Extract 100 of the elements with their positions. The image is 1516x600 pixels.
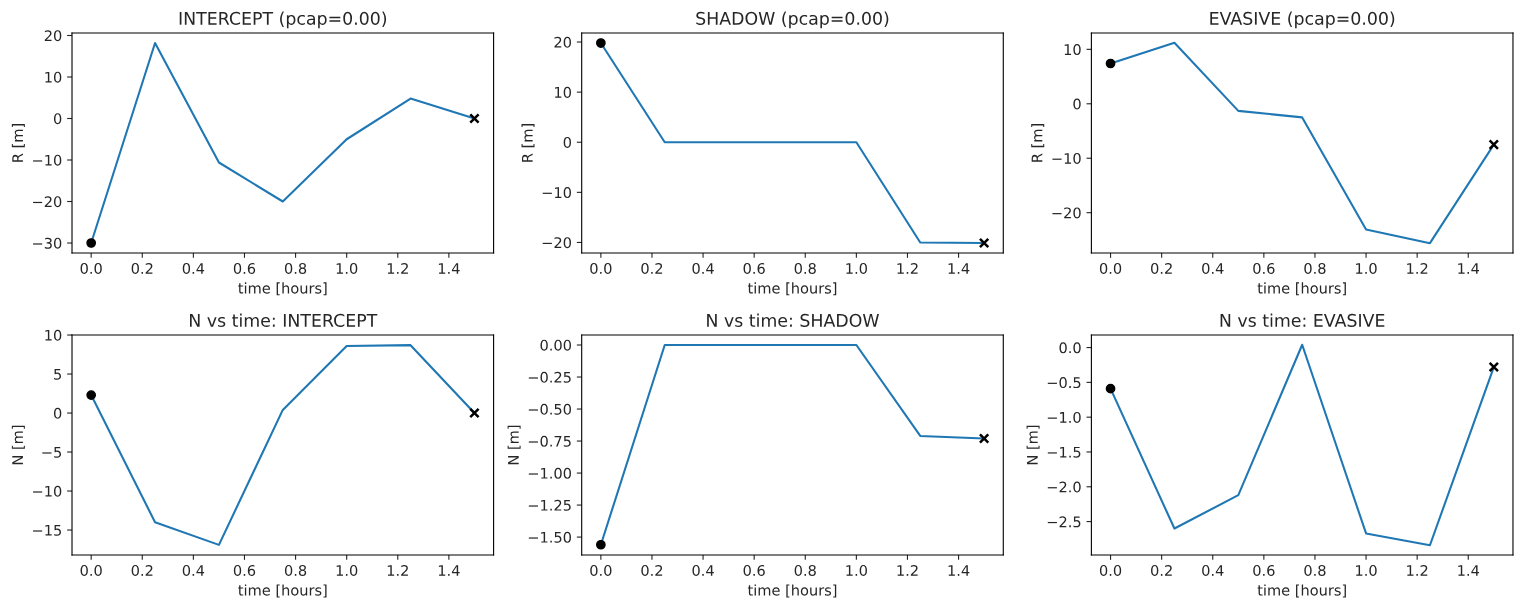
y-tick-label: −10 (1052, 152, 1081, 164)
y-tick-label: 0 (563, 136, 572, 148)
x-tick-label: 0.0 (590, 564, 612, 577)
x-tick-label: 1.2 (1407, 262, 1428, 274)
chart-title: N vs time: EVASIVE (1220, 313, 1385, 327)
x-tick-label: 0.4 (1202, 564, 1224, 577)
x-tick-label: 1.2 (1407, 564, 1428, 576)
x-tick-label: 0.6 (233, 262, 256, 274)
x-tick-label: 1.2 (897, 564, 918, 576)
x-axis-title: time [hours] (1257, 282, 1346, 296)
y-tick-label: −5 (42, 446, 62, 458)
x-axis-title: time [hours] (747, 282, 837, 296)
y-tick-label: −1.0 (1047, 411, 1081, 423)
y-tick-label: −15 (33, 524, 62, 536)
chart-title: N vs time: INTERCEPT (190, 313, 378, 327)
x-tick-label: 0.2 (1151, 262, 1172, 274)
x-tick-label: 0.2 (641, 564, 663, 577)
y-tick-label: −0.25 (528, 371, 571, 383)
y-tick-label: −20 (542, 237, 572, 249)
x-tick-label: 1.4 (948, 565, 970, 576)
x-tick-label: 0.6 (743, 564, 765, 577)
x-tick-label: 0.0 (80, 564, 102, 577)
x-tick-label: 0.4 (182, 262, 205, 274)
x-tick-label: 1.4 (438, 565, 460, 576)
x-tick-label: 1.4 (1458, 263, 1480, 274)
x-axis-title: time [hours] (238, 282, 327, 296)
y-tick-label: 10 (555, 86, 572, 98)
x-tick-label: 1.4 (948, 263, 970, 274)
x-tick-label: 0.2 (131, 564, 153, 577)
y-axis-title: N [m] (11, 425, 25, 465)
x-tick-label: 1.0 (336, 564, 358, 577)
y-tick-label: −0.50 (528, 403, 572, 415)
y-tick-label: −20 (33, 196, 62, 208)
chart-title: N vs time: SHADOW (707, 313, 879, 327)
x-tick-label: 0.2 (641, 262, 663, 274)
x-tick-label: 0.6 (1253, 564, 1275, 577)
y-tick-label: 0 (53, 113, 62, 125)
x-tick-label: 1.2 (897, 262, 918, 274)
x-tick-label: 1.0 (336, 262, 358, 274)
x-tick-label: 0.8 (284, 564, 307, 577)
y-tick-label: 10 (45, 329, 62, 341)
y-tick-label: −0.75 (528, 435, 571, 447)
x-tick-label: 1.2 (387, 564, 408, 576)
y-axis-title: R [m] (1031, 124, 1045, 162)
x-tick-label: 0.2 (131, 262, 153, 274)
y-tick-label: 20 (44, 30, 62, 42)
x-tick-label: 0.6 (1253, 262, 1275, 274)
x-tick-label: 0.2 (1151, 564, 1172, 577)
chart-title: EVASIVE (pcap=0.00) (1210, 11, 1395, 29)
chart-title: INTERCEPT (pcap=0.00) (179, 11, 387, 29)
x-tick-label: 0.4 (692, 262, 714, 274)
y-tick-label: −30 (33, 237, 62, 249)
y-tick-label: 0.00 (540, 339, 572, 351)
y-tick-label: −1.00 (528, 467, 572, 479)
x-tick-label: 0.0 (590, 262, 612, 274)
x-tick-label: 1.0 (1356, 262, 1377, 274)
x-axis-title: time [hours] (747, 584, 837, 598)
y-tick-label: −10 (542, 187, 572, 199)
x-tick-label: 0.4 (692, 564, 714, 577)
x-tick-label: 0.8 (1304, 564, 1326, 577)
y-tick-label: −0.5 (1047, 377, 1081, 389)
y-axis-title: R [m] (521, 124, 535, 162)
x-tick-label: 0.4 (1202, 262, 1224, 274)
y-tick-label: −1.50 (528, 531, 572, 543)
y-tick-label: −20 (1052, 207, 1081, 219)
y-axis-title: R [m] (11, 124, 25, 162)
y-tick-label: 20 (554, 36, 572, 48)
x-tick-label: 1.0 (1356, 564, 1377, 577)
y-tick-label: 10 (45, 71, 62, 83)
y-axis-title: N [m] (507, 425, 521, 465)
x-tick-label: 1.2 (387, 262, 408, 274)
y-tick-label: 10 (1064, 44, 1081, 56)
chart-title: SHADOW (pcap=0.00) (696, 11, 889, 29)
x-tick-label: 1.4 (1458, 565, 1480, 576)
x-tick-label: 1.4 (438, 263, 460, 274)
y-tick-label: 0.0 (1059, 342, 1081, 354)
y-tick-label: −1.5 (1047, 446, 1081, 458)
y-tick-label: 0 (53, 407, 62, 419)
y-tick-label: −2.5 (1047, 516, 1081, 528)
x-tick-label: 0.8 (1304, 262, 1326, 274)
x-tick-label: 0.0 (1099, 262, 1122, 274)
x-tick-label: 0.4 (182, 564, 205, 577)
x-tick-label: 0.6 (743, 262, 765, 274)
x-axis-title: time [hours] (1257, 584, 1346, 598)
y-tick-label: 5 (54, 368, 62, 380)
x-tick-label: 0.8 (284, 262, 307, 274)
y-tick-label: −10 (33, 485, 62, 497)
y-tick-label: −10 (33, 154, 62, 166)
x-tick-label: 0.8 (794, 262, 816, 274)
y-axis-title: N [m] (1026, 425, 1040, 465)
x-tick-label: 0.8 (794, 564, 816, 577)
x-tick-label: 1.0 (846, 262, 867, 274)
y-tick-label: −1.25 (528, 499, 571, 511)
x-tick-label: 0.0 (1099, 564, 1122, 577)
x-tick-label: 1.0 (846, 564, 867, 577)
x-tick-label: 0.0 (80, 262, 102, 274)
x-tick-label: 0.6 (233, 564, 256, 577)
y-tick-label: 0 (1073, 98, 1081, 110)
x-axis-title: time [hours] (238, 584, 327, 598)
y-tick-label: −2.0 (1047, 481, 1081, 493)
